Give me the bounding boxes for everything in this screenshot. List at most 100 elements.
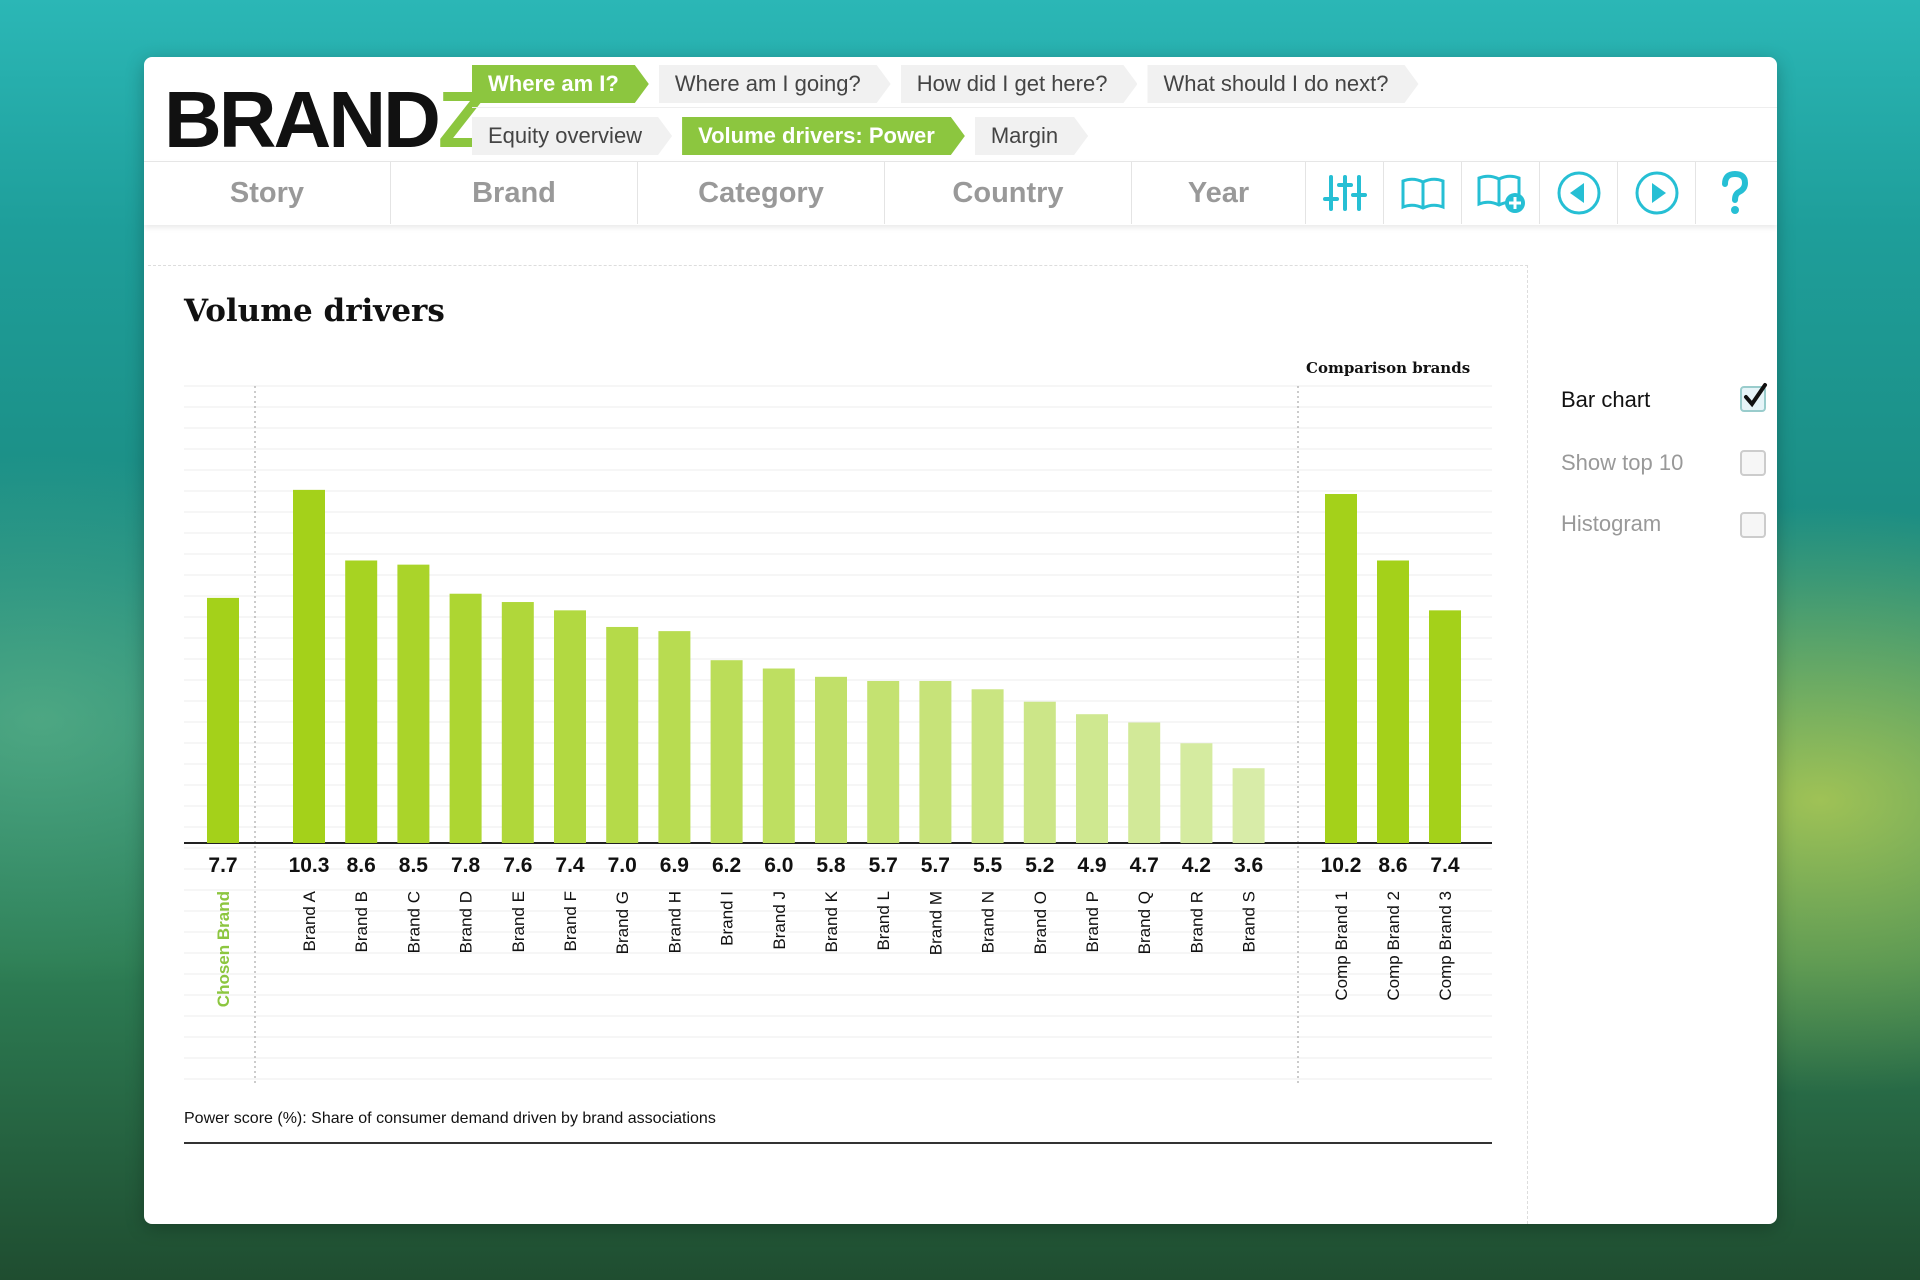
tab-brand[interactable]: Brand [391,162,638,224]
crumb-where-am-i-going[interactable]: Where am I going? [659,65,891,103]
bar-comp-3[interactable] [1429,610,1461,843]
sliders-button[interactable] [1306,162,1384,224]
chart-panel: Volume drivers Comparison brands 7.7 10.3… [148,265,1528,1224]
previous-icon [1557,171,1600,215]
category-label-main-17: Brand Q [1135,891,1154,954]
category-label-main-7: Brand G [613,891,632,954]
tab-category[interactable]: Category [638,162,885,224]
category-label-main-9: Brand I [718,891,737,946]
main-nav: Story Brand Category Country Year [144,161,1777,225]
help-button[interactable] [1696,162,1774,224]
value-label-main-7: 7.0 [608,854,637,877]
category-label-main-19: Brand S [1240,891,1259,952]
value-label-main-5: 7.6 [503,854,532,877]
bar-main-19[interactable] [1232,768,1265,843]
category-label-main-3: Brand C [404,891,423,953]
bar-main-4[interactable] [449,593,482,843]
tab-year[interactable]: Year [1132,162,1306,224]
category-label-main-14: Brand N [979,891,998,953]
book-icon [1401,177,1444,210]
category-label-comp-3: Comp Brand 3 [1436,891,1455,1001]
brandz-logo[interactable]: BRANDZ [164,75,487,164]
show-top-10-checkbox[interactable] [1740,450,1766,476]
bar-main-5[interactable] [501,602,534,843]
bar-main-7[interactable] [606,626,639,843]
tab-story[interactable]: Story [144,162,391,224]
value-label-main-14: 5.5 [973,854,1003,877]
book-button[interactable] [1384,162,1462,224]
bar-main-15[interactable] [1023,701,1056,843]
bar-main-8[interactable] [658,631,691,843]
crumb-margin[interactable]: Margin [975,117,1088,155]
category-label-chosen-brand: Chosen Brand [214,891,233,1007]
value-label-main-1: 10.3 [289,854,330,877]
category-label-main-4: Brand D [457,891,476,953]
book-add-icon [1477,174,1525,213]
breadcrumb-row-sections: Equity overview Volume drivers: Power Ma… [472,117,1088,155]
bar-chart-option-label: Bar chart [1561,387,1651,412]
footnote-rule [184,1142,1492,1144]
value-label-main-15: 5.2 [1025,854,1054,877]
value-label-main-8: 6.9 [660,854,689,877]
previous-button[interactable] [1540,162,1618,224]
bar-main-1[interactable] [293,489,325,843]
category-label-main-8: Brand H [665,891,684,953]
category-label-main-16: Brand P [1083,891,1102,952]
bar-main-6[interactable] [554,610,586,843]
category-label-main-13: Brand M [926,891,945,955]
category-label-main-5: Brand E [509,891,528,952]
value-label-main-4: 7.8 [451,854,481,877]
value-label-comp-3: 7.4 [1430,854,1460,877]
category-label-main-15: Brand O [1031,891,1050,954]
bar-chart-checkbox[interactable] [1740,383,1767,412]
bar-main-2[interactable] [345,560,378,843]
bar-main-17[interactable] [1128,722,1161,843]
bar-main-11[interactable] [815,676,847,843]
bar-main-10[interactable] [762,668,795,843]
crumb-what-next[interactable]: What should I do next? [1147,65,1418,103]
value-label-main-11: 5.8 [816,854,846,877]
breadcrumb-row-questions: Where am I? Where am I going? How did I … [472,65,1419,103]
bar-main-3[interactable] [397,564,430,843]
checkmark-icon [1744,383,1767,408]
bar-main-9[interactable] [710,660,743,843]
value-label-main-9: 6.2 [712,854,741,877]
crumb-where-am-i[interactable]: Where am I? [472,65,649,103]
next-icon [1635,171,1678,215]
tab-country[interactable]: Country [885,162,1132,224]
app-window: BRANDZ Where am I? Where am I going? How… [144,57,1777,1224]
next-button[interactable] [1618,162,1696,224]
value-label-main-16: 4.9 [1077,854,1106,877]
volume-drivers-chart: 7.7 10.3 8.6 8.5 7.8 7.6 7.4 7.0 6.9 6.2 6.0 5.8 5.7… [184,385,1492,1086]
bar-comp-1[interactable] [1325,494,1357,843]
bar-main-18[interactable] [1180,743,1213,843]
value-label-main-6: 7.4 [555,854,585,877]
value-label-main-17: 4.7 [1130,854,1159,877]
category-label-main-11: Brand K [822,890,841,952]
crumb-how-did-i-get-here[interactable]: How did I get here? [901,65,1138,103]
crumb-divider [472,107,1777,108]
histogram-checkbox[interactable] [1740,512,1766,538]
crumb-equity-overview[interactable]: Equity overview [472,117,672,155]
category-label-main-1: Brand A [300,890,319,951]
add-to-book-button[interactable] [1462,162,1540,224]
category-label-main-18: Brand R [1187,891,1206,953]
category-label-comp-2: Comp Brand 2 [1384,891,1403,1001]
category-label-main-2: Brand B [352,891,371,952]
bar-main-14[interactable] [971,689,1004,843]
bar-main-12[interactable] [867,680,900,843]
bar-comp-2[interactable] [1377,560,1409,843]
value-label-main-12: 5.7 [869,854,898,877]
value-label-comp-2: 8.6 [1378,854,1407,877]
value-label-main-2: 8.6 [347,854,376,877]
crumb-volume-drivers[interactable]: Volume drivers: Power [682,117,965,155]
chart-footnote: Power score (%): Share of consumer deman… [184,1110,716,1127]
page-title: Volume drivers [184,293,445,329]
sliders-icon [1322,175,1367,211]
value-label-main-10: 6.0 [764,854,793,877]
show-top-10-option-label: Show top 10 [1561,450,1684,475]
category-label-comp-1: Comp Brand 1 [1332,891,1351,1001]
bar-main-16[interactable] [1076,714,1108,843]
bar-main-13[interactable] [919,680,952,843]
bar-chosen-brand[interactable] [207,597,239,843]
